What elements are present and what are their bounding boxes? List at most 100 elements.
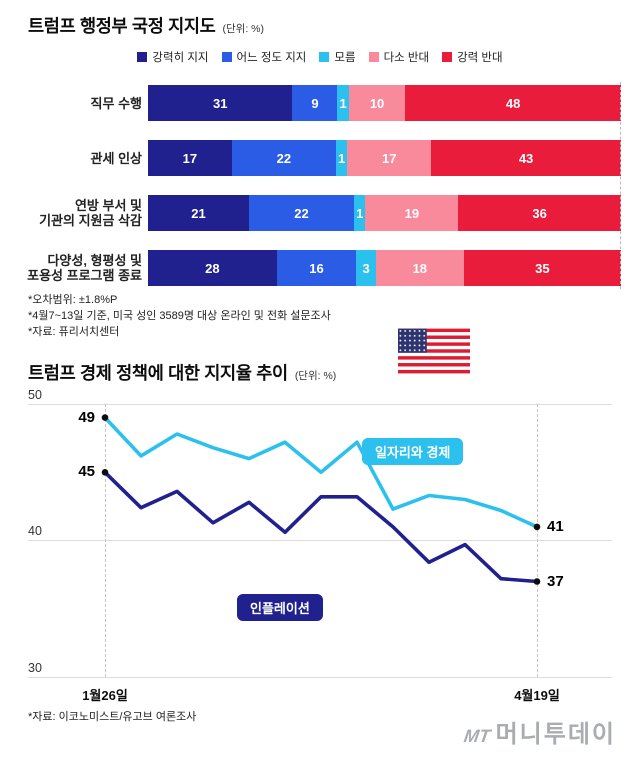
bar-segment: 1	[336, 140, 348, 176]
bar-value: 21	[191, 205, 206, 221]
y-tick-40: 40	[28, 524, 42, 538]
legend-label: 어느 정도 지지	[236, 52, 307, 64]
stacked-bar: 17 22 1 17 43	[148, 140, 621, 176]
bar-category-label: 다양성, 형평성 및 포용성 프로그램 종료	[27, 253, 142, 283]
bar-value: 19	[404, 205, 420, 221]
mt-logo-mark: MT	[462, 726, 492, 746]
bar-segment: 22	[248, 195, 355, 231]
gridline-50	[28, 404, 612, 405]
bar-value: 35	[535, 260, 550, 276]
bar-chart-title: 트럼프 행정부 국정 지지도	[28, 16, 216, 36]
jobs-end-value: 41	[547, 518, 564, 535]
bar-row: 연방 부서 및 기관의 지원금 삭감 21 22 1 19 36	[0, 195, 621, 231]
bar-value: 3	[362, 260, 370, 276]
start-date-guide	[105, 404, 106, 677]
bar-value: 1	[339, 95, 347, 111]
footnote: *4월7~13일 기준, 미국 성인 3589명 대상 온라인 및 전화 설문조…	[28, 310, 331, 322]
data-point	[101, 469, 109, 476]
bar-segment: 18	[375, 250, 464, 286]
flag-stars	[398, 328, 427, 353]
bar-segment: 31	[148, 85, 293, 121]
stacked-bar: 21 22 1 19 36	[148, 195, 621, 231]
bar-category-label: 관세 인상	[90, 150, 142, 166]
series-label-inflation: 인플레이션	[237, 594, 323, 621]
flag-stripes	[398, 328, 470, 374]
line-chart: 50 40 30 49 45 41 37 일자리와 경제 인플레이션 1월26일…	[0, 388, 640, 714]
legend-item: 강력 반대	[442, 49, 503, 65]
legend-label: 강력히 지지	[152, 52, 209, 64]
bar-segment: 22	[231, 140, 337, 176]
legend-item: 다소 반대	[368, 49, 430, 65]
data-point	[101, 414, 109, 421]
gridline-40	[28, 540, 612, 541]
y-tick-50: 50	[28, 388, 42, 402]
bar-segment: 28	[148, 250, 277, 286]
bar-row: 다양성, 형평성 및 포용성 프로그램 종료 28 16 3 18 35	[0, 250, 621, 286]
legend-item: 강력히 지지	[137, 49, 209, 65]
footnote: *오차범위: ±1.8%P	[28, 294, 118, 306]
bar-row: 직무 수행 31 9 1 10 48	[0, 85, 621, 121]
legend-swatch	[319, 52, 330, 62]
jobs-start-value: 49	[78, 409, 95, 426]
bar-value: 17	[182, 150, 198, 166]
bar-category-label: 직무 수행	[90, 95, 142, 111]
data-point	[533, 578, 541, 585]
bar-value: 28	[205, 260, 220, 276]
bar-segment: 19	[365, 195, 459, 231]
us-flag-icon	[398, 328, 470, 374]
bar-segment: 21	[148, 195, 249, 231]
stacked-bar-chart: 직무 수행 31 9 1 10 48 관세 인상 17 22 1 17 43 연방 부서 및 기관의 지…	[0, 85, 621, 305]
bar-value: 17	[382, 150, 397, 166]
line-chart-footnote: *자료: 이코노미스트/유고브 여론조사	[28, 711, 197, 723]
legend-swatch	[442, 52, 453, 62]
bar-segment: 35	[463, 250, 621, 286]
bar-segment: 43	[431, 140, 621, 176]
inflation-start-value: 45	[78, 463, 95, 480]
bar-value: 36	[532, 205, 547, 221]
data-point	[533, 523, 541, 531]
legend-swatch	[221, 52, 232, 62]
bar-chart-footnotes: *오차범위: ±1.8%P *4월7~13일 기준, 미국 성인 3589명 대상…	[28, 292, 331, 340]
bar-chart-header: 트럼프 행정부 국정 지지도 (단위: %)	[28, 13, 264, 38]
line-chart-header: 트럼프 경제 정책에 대한 지지율 추이 (단위: %)	[28, 360, 336, 385]
bar-segment: 17	[148, 140, 232, 176]
bar-segment: 16	[276, 250, 357, 286]
bar-value: 22	[294, 205, 309, 221]
line-series-0	[103, 415, 539, 529]
gridline-30	[28, 677, 612, 678]
end-date-guide	[537, 404, 538, 677]
stacked-bar: 31 9 1 10 48	[148, 85, 621, 121]
legend-swatch	[368, 52, 379, 62]
bar-segment: 48	[405, 85, 621, 121]
series-label-jobs-economy: 일자리와 경제	[362, 438, 464, 465]
us-flag	[398, 328, 470, 374]
bar-segment: 3	[356, 250, 376, 286]
legend-swatch	[137, 52, 148, 62]
bar-value: 1	[338, 150, 346, 166]
bar-segment: 1	[354, 195, 366, 231]
legend: 강력히 지지 어느 정도 지지 모름 다소 반대 강력 반대	[0, 49, 640, 65]
legend-label: 강력 반대	[457, 52, 503, 64]
bar-row: 관세 인상 17 22 1 17 43	[0, 140, 621, 176]
legend-label: 다소 반대	[383, 52, 430, 64]
bar-value: 18	[412, 260, 428, 276]
inflation-end-value: 37	[547, 573, 564, 590]
x-tick-end: 4월19일	[514, 688, 560, 703]
legend-item: 모름	[319, 49, 356, 65]
bar-value: 1	[356, 205, 364, 221]
bar-segment: 17	[347, 140, 432, 176]
legend-label: 모름	[334, 52, 356, 64]
bar-value: 31	[212, 95, 228, 111]
bar-segment: 1	[337, 85, 349, 121]
bar-segment: 10	[348, 85, 406, 121]
bar-value: 43	[518, 150, 534, 166]
stacked-bar: 28 16 3 18 35	[148, 250, 621, 286]
bar-value: 10	[369, 95, 385, 111]
bar-value: 22	[276, 150, 292, 166]
line-series-canvas	[101, 414, 541, 585]
footnote: *자료: 퓨리서치센터	[28, 326, 120, 338]
x-tick-start: 1월26일	[82, 688, 128, 703]
line-series-1	[103, 470, 539, 584]
bar-value: 16	[309, 260, 324, 276]
